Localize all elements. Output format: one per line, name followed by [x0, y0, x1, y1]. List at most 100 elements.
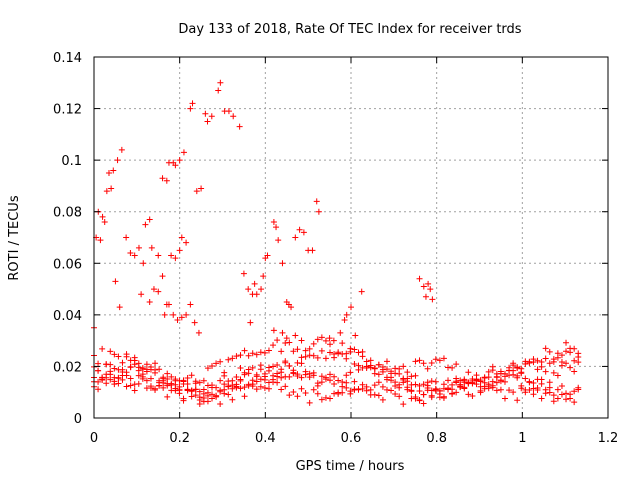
data-point: [510, 389, 517, 396]
data-point: [95, 386, 102, 393]
data-point: [204, 118, 211, 125]
data-point: [375, 371, 382, 378]
data-point: [127, 363, 134, 370]
data-point: [123, 234, 130, 241]
data-point: [493, 379, 500, 386]
data-point: [347, 345, 354, 352]
data-point: [412, 358, 419, 365]
data-point: [241, 371, 248, 378]
data-point: [110, 167, 117, 174]
data-point: [192, 386, 199, 393]
data-point: [322, 337, 329, 344]
data-point: [188, 393, 195, 400]
data-point: [237, 377, 244, 384]
data-point: [200, 386, 207, 393]
data-point: [351, 361, 358, 368]
data-point: [176, 383, 183, 390]
data-point: [416, 387, 423, 394]
data-point: [286, 362, 293, 369]
data-point: [489, 367, 496, 374]
data-point: [172, 376, 179, 383]
x-tick-labels: 0 0.2 0.4 0.6 0.8 1 1.2: [90, 431, 618, 446]
data-points: [91, 79, 582, 408]
data-point: [294, 373, 301, 380]
data-point: [180, 149, 187, 156]
data-point: [135, 372, 142, 379]
data-point: [225, 356, 232, 363]
data-point: [563, 339, 570, 346]
data-point: [571, 399, 578, 406]
data-point: [530, 380, 537, 387]
data-point: [298, 374, 305, 381]
data-point: [501, 395, 508, 402]
data-point: [251, 280, 258, 287]
data-point: [404, 386, 411, 393]
data-point: [275, 237, 282, 244]
y-axis-label: ROTI / TECUs: [7, 195, 22, 280]
data-point: [469, 393, 476, 399]
y-tick-label: 0.04: [53, 309, 82, 324]
data-point: [352, 332, 359, 339]
data-point: [420, 400, 427, 407]
data-point: [115, 353, 122, 360]
data-point: [306, 370, 313, 377]
data-point: [314, 390, 321, 397]
data-point: [237, 385, 244, 392]
data-point: [143, 368, 150, 375]
data-point: [542, 368, 549, 375]
data-point: [233, 353, 240, 360]
data-point: [164, 375, 171, 382]
data-point: [189, 100, 196, 107]
data-point: [485, 381, 492, 388]
data-point: [302, 390, 309, 397]
data-point: [107, 348, 114, 355]
data-point: [114, 157, 121, 164]
data-point: [514, 397, 521, 404]
data-point: [416, 275, 423, 282]
data-point: [310, 372, 317, 379]
data-point: [388, 374, 395, 381]
data-point: [168, 373, 175, 380]
data-point: [127, 375, 134, 382]
y-tick-label: 0.12: [53, 103, 82, 118]
data-point: [184, 386, 191, 393]
data-point: [221, 381, 228, 388]
data-point: [571, 388, 578, 395]
data-point: [542, 390, 549, 397]
data-point: [571, 368, 578, 375]
data-point: [123, 351, 130, 358]
data-point: [198, 185, 205, 192]
data-point: [327, 377, 334, 384]
data-point: [131, 252, 138, 259]
data-point: [371, 365, 378, 372]
data-point: [558, 358, 565, 365]
data-point: [107, 368, 114, 375]
data-point: [526, 378, 533, 385]
data-point: [546, 360, 553, 367]
data-point: [440, 395, 447, 402]
data-point: [363, 358, 370, 365]
data-point: [95, 367, 102, 374]
data-point: [156, 366, 163, 373]
data-point: [558, 382, 565, 389]
data-point: [563, 390, 570, 397]
data-point: [107, 376, 114, 383]
data-point: [270, 342, 277, 349]
data-point: [392, 383, 399, 390]
data-point: [192, 378, 199, 385]
data-point: [371, 370, 378, 377]
data-point: [420, 283, 427, 290]
data-point: [176, 390, 183, 397]
data-point: [187, 105, 194, 112]
data-point: [558, 352, 565, 359]
data-point: [518, 370, 525, 377]
axis-ticks: [93, 56, 609, 419]
data-point: [526, 386, 533, 393]
data-point: [217, 377, 224, 384]
data-point: [379, 396, 386, 403]
data-point: [180, 395, 187, 402]
y-tick-labels: 0 0.02 0.04 0.06 0.08 0.1 0.12 0.14: [53, 51, 82, 427]
data-point: [563, 396, 570, 403]
data-point: [339, 383, 346, 390]
